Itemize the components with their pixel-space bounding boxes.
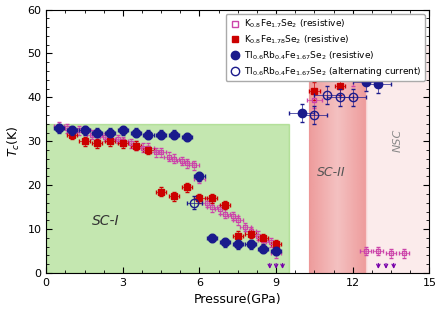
Polygon shape bbox=[46, 124, 289, 273]
Text: SC-II: SC-II bbox=[317, 166, 346, 179]
Text: SC-I: SC-I bbox=[92, 214, 120, 228]
Legend: K$_{0.8}$Fe$_{1.7}$Se$_2$ (resistive), K$_{0.8}$Fe$_{1.78}$Se$_2$ (resistive), T: K$_{0.8}$Fe$_{1.7}$Se$_2$ (resistive), K… bbox=[225, 14, 425, 81]
Text: NSC: NSC bbox=[392, 129, 402, 152]
Y-axis label: $T_c$(K): $T_c$(K) bbox=[6, 125, 22, 157]
Polygon shape bbox=[366, 45, 442, 273]
X-axis label: Pressure(GPa): Pressure(GPa) bbox=[194, 294, 282, 306]
Polygon shape bbox=[309, 45, 366, 273]
